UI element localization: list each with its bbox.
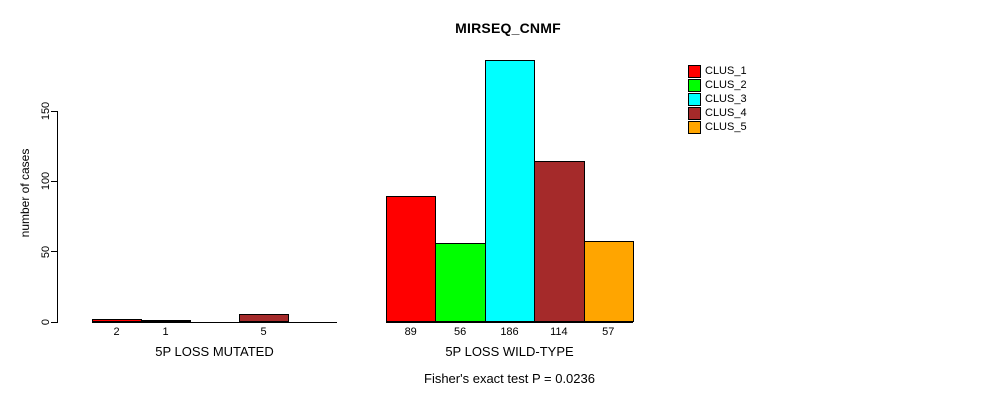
bar-clus_1-group1 xyxy=(386,196,437,323)
legend-label: CLUS_3 xyxy=(705,93,747,105)
legend-swatch-clus_3 xyxy=(688,92,701,106)
legend-swatch-clus_5 xyxy=(688,120,701,134)
bar-value-label: 186 xyxy=(500,326,519,338)
y-tick-label: 150 xyxy=(40,101,52,121)
legend-item-clus_1: CLUS_1 xyxy=(688,64,747,78)
y-tick-mark xyxy=(51,251,57,253)
legend-item-clus_2: CLUS_2 xyxy=(688,78,747,92)
bar-value-label: 5 xyxy=(260,326,267,338)
fisher-test-annotation: Fisher's exact test P = 0.0236 xyxy=(424,371,595,386)
legend-label: CLUS_4 xyxy=(705,107,747,119)
bar-clus_4-group0 xyxy=(239,314,289,323)
x-baseline xyxy=(92,321,337,323)
bar-clus_2-group1 xyxy=(435,242,486,323)
y-axis-line xyxy=(57,110,58,323)
bar-value-label: 57 xyxy=(602,326,615,338)
legend-item-clus_5: CLUS_5 xyxy=(688,120,747,134)
bar-clus_4-group1 xyxy=(534,161,585,323)
bar-clus_2-group0 xyxy=(141,320,191,323)
bar-value-label: 56 xyxy=(453,326,467,338)
bar-clus_5-group1 xyxy=(583,241,634,323)
x-group-label-mutated: 5P LOSS MUTATED xyxy=(155,344,274,359)
legend-label: CLUS_5 xyxy=(705,121,747,133)
x-group-label-wild-type: 5P LOSS WILD-TYPE xyxy=(445,344,574,359)
legend-label: CLUS_2 xyxy=(705,79,747,91)
y-tick-mark xyxy=(51,321,57,323)
bar-value-label: 114 xyxy=(550,326,568,338)
legend-label: CLUS_1 xyxy=(705,65,747,77)
y-tick-mark xyxy=(51,110,57,112)
legend: CLUS_1 CLUS_2 CLUS_3 CLUS_4 CLUS_5 xyxy=(688,64,747,134)
y-tick-label: 50 xyxy=(40,245,52,258)
bar-value-label: 2 xyxy=(113,326,120,338)
legend-swatch-clus_2 xyxy=(688,78,701,92)
legend-swatch-clus_4 xyxy=(688,106,701,120)
bar-value-label: 89 xyxy=(404,326,417,338)
legend-swatch-clus_1 xyxy=(688,64,701,78)
chart-title: MIRSEQ_CNMF xyxy=(455,20,561,36)
bar-clus_3-group1 xyxy=(484,59,536,323)
y-axis-label: number of cases xyxy=(18,148,32,238)
bar-value-label: 1 xyxy=(162,326,169,338)
bar-clus_1-group0 xyxy=(92,318,142,323)
y-tick-label: 100 xyxy=(40,172,52,191)
legend-item-clus_4: CLUS_4 xyxy=(688,106,747,120)
legend-item-clus_3: CLUS_3 xyxy=(688,92,747,106)
y-tick-label: 0 xyxy=(40,318,52,326)
y-tick-mark xyxy=(51,180,57,182)
